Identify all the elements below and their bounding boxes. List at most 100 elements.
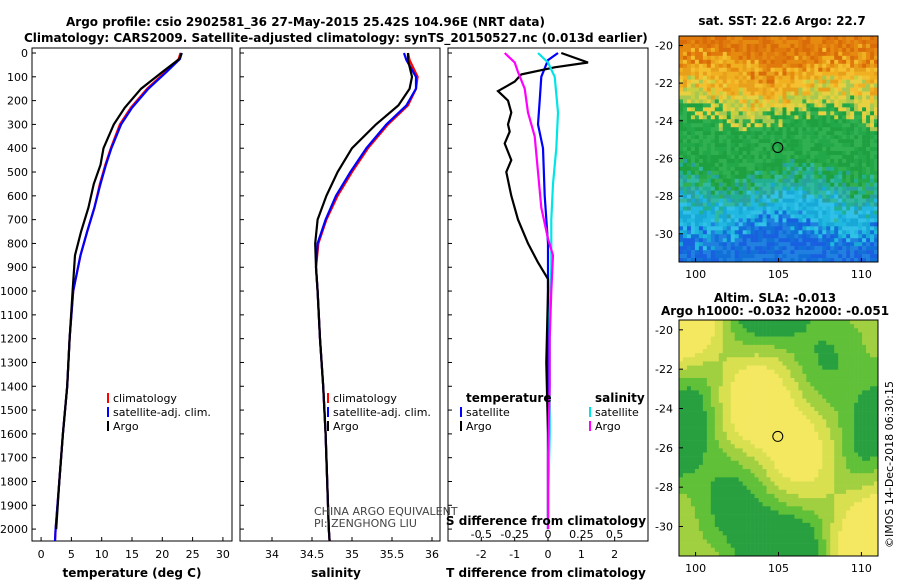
heatmap-cell — [710, 551, 716, 557]
heatmap-cell — [742, 250, 747, 255]
heatmap-cell — [706, 250, 712, 255]
heatmap-cell — [726, 489, 732, 495]
heatmap-cell — [778, 431, 783, 437]
heatmap-cell — [766, 170, 771, 176]
heatmap-cell — [686, 435, 692, 441]
x-tick-label: 30 — [216, 548, 230, 561]
heatmap-cell — [786, 440, 791, 445]
heatmap-cell — [742, 83, 747, 88]
heatmap-cell — [694, 518, 700, 524]
heatmap-cell — [679, 234, 684, 239]
heatmap-cell — [722, 481, 728, 486]
heatmap-cell — [854, 190, 859, 195]
heatmap-cell — [838, 43, 843, 49]
heatmap-cell — [806, 444, 811, 449]
heatmap-cell — [802, 340, 807, 346]
heatmap-cell — [746, 336, 751, 341]
heatmap-cell — [798, 246, 803, 251]
heatmap-cell — [818, 150, 823, 156]
heatmap-cell — [722, 324, 728, 329]
heatmap-cell — [718, 75, 724, 80]
heatmap-cell — [766, 131, 771, 136]
heatmap-cell — [818, 162, 823, 168]
heatmap-cell — [718, 419, 724, 424]
heatmap-cell — [690, 174, 696, 180]
heatmap-cell — [858, 63, 863, 69]
heatmap-cell — [734, 246, 739, 251]
heatmap-cell — [802, 406, 807, 412]
heatmap-cell — [762, 63, 767, 69]
heatmap-cell — [826, 87, 831, 92]
heatmap-cell — [679, 473, 684, 478]
heatmap-cell — [718, 423, 724, 428]
heatmap-cell — [746, 373, 751, 379]
heatmap-cell — [762, 477, 767, 482]
heatmap-cell — [798, 336, 803, 341]
heatmap-cell — [702, 91, 708, 96]
heatmap-cell — [786, 174, 791, 180]
heatmap-cell — [802, 147, 807, 152]
heatmap-cell — [810, 348, 815, 354]
heatmap-cell — [782, 344, 787, 350]
heatmap-cell — [754, 336, 759, 341]
heatmap-cell — [750, 206, 755, 211]
heatmap-cell — [818, 206, 823, 211]
heatmap-cell — [682, 473, 688, 478]
heatmap-cell — [782, 535, 787, 540]
heatmap-cell — [706, 39, 712, 45]
heatmap-cell — [862, 246, 867, 251]
heatmap-cell — [826, 147, 831, 152]
heatmap-cell — [726, 83, 732, 88]
heatmap-cell — [870, 186, 875, 191]
heatmap-cell — [806, 357, 811, 362]
heatmap-cell — [782, 332, 787, 337]
heatmap-cell — [830, 43, 835, 49]
heatmap-cell — [702, 402, 708, 408]
heatmap-cell — [774, 386, 779, 391]
heatmap-cell — [722, 178, 728, 183]
heatmap-cell — [690, 178, 696, 183]
heatmap-cell — [854, 166, 859, 172]
heatmap-cell — [734, 336, 739, 341]
heatmap-cell — [766, 162, 771, 168]
heatmap-cell — [802, 481, 807, 486]
heatmap-cell — [710, 226, 716, 231]
heatmap-cell — [854, 170, 859, 176]
heatmap-cell — [742, 99, 747, 104]
heatmap-cell — [679, 182, 684, 187]
heatmap-cell — [738, 440, 743, 445]
heatmap-cell — [679, 402, 684, 408]
heatmap-cell — [722, 91, 728, 96]
heatmap-cell — [706, 143, 712, 148]
heatmap-cell — [778, 440, 783, 445]
heatmap-cell — [754, 238, 759, 243]
heatmap-cell — [870, 123, 875, 128]
heatmap-cell — [826, 55, 831, 61]
heatmap-cell — [774, 427, 779, 433]
heatmap-cell — [710, 71, 716, 76]
heatmap-cell — [750, 79, 755, 84]
series-line-argo — [314, 53, 414, 542]
heatmap-cell — [830, 230, 835, 235]
heatmap-cell — [706, 386, 712, 391]
heatmap-cell — [738, 234, 743, 239]
heatmap-cell — [850, 111, 855, 116]
heatmap-cell — [770, 206, 775, 211]
heatmap-cell — [774, 36, 779, 41]
heatmap-cell — [754, 166, 759, 172]
heatmap-cell — [774, 382, 779, 387]
heatmap-cell — [782, 320, 787, 325]
heatmap-cell — [810, 394, 815, 399]
heatmap-cell — [778, 485, 783, 491]
heatmap-cell — [738, 71, 743, 76]
heatmap-cell — [846, 242, 851, 247]
heatmap-cell — [794, 150, 799, 156]
heatmap-cell — [758, 36, 763, 41]
heatmap-cell — [754, 258, 759, 263]
heatmap-cell — [698, 411, 704, 416]
heatmap-cell — [774, 357, 779, 362]
legend-swatch-s-argo — [589, 421, 591, 431]
heatmap-cell — [766, 234, 771, 239]
heatmap-cell — [738, 390, 743, 395]
heatmap-cell — [690, 543, 696, 549]
